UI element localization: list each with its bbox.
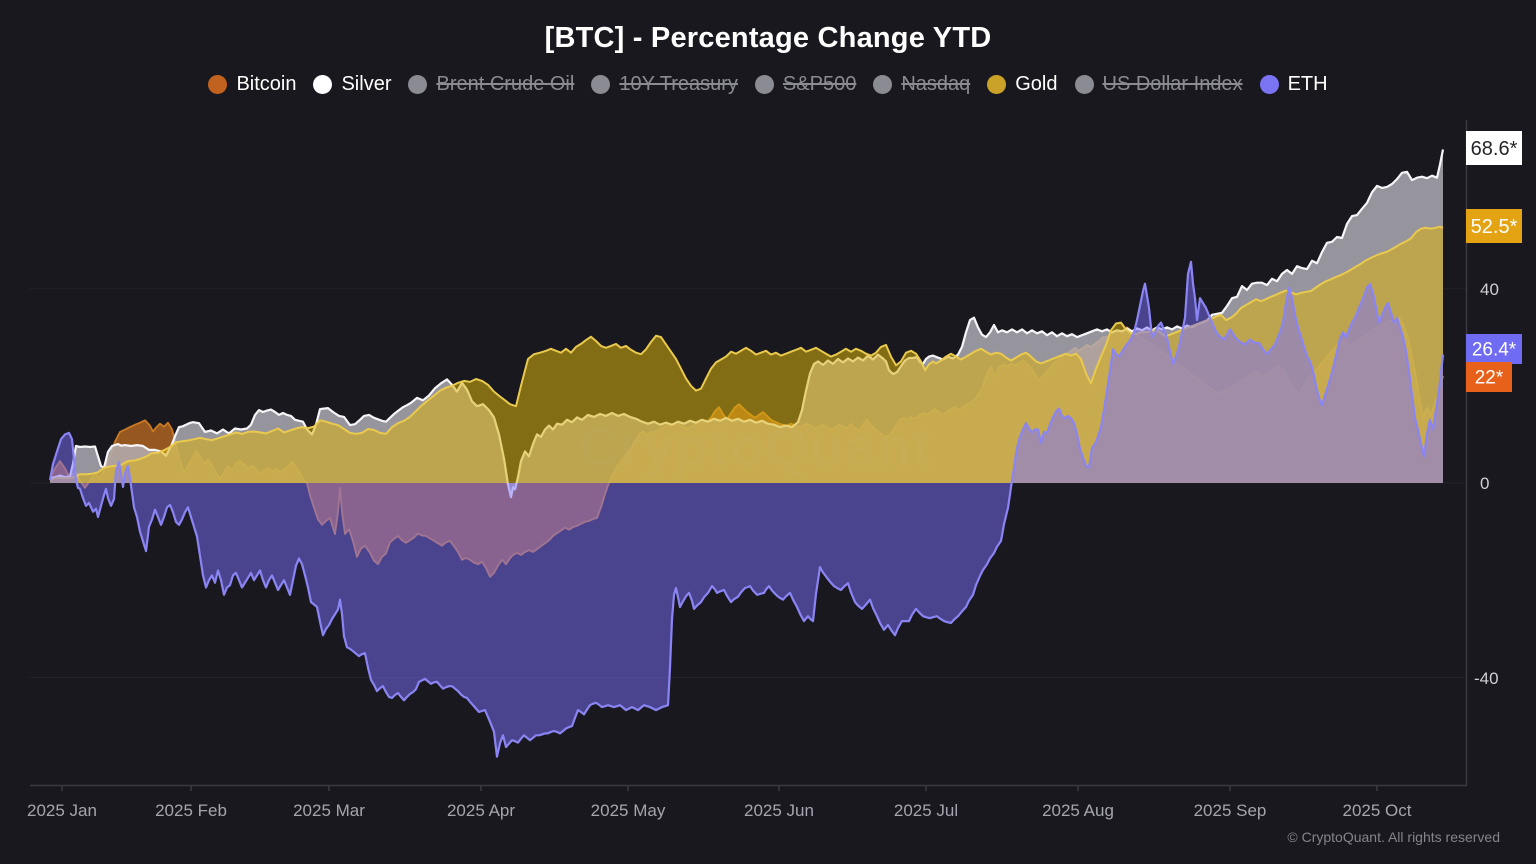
svg-text:2025 Jun: 2025 Jun bbox=[744, 801, 814, 820]
svg-text:2025 Mar: 2025 Mar bbox=[293, 801, 365, 820]
svg-text:CryptoQuant: CryptoQuant bbox=[578, 415, 931, 478]
svg-text:0: 0 bbox=[1480, 474, 1489, 493]
svg-text:22*: 22* bbox=[1475, 368, 1504, 389]
svg-text:2025 Apr: 2025 Apr bbox=[447, 801, 515, 820]
svg-text:2025 Jan: 2025 Jan bbox=[27, 801, 97, 820]
svg-text:2025 Feb: 2025 Feb bbox=[155, 801, 227, 820]
svg-text:2025 May: 2025 May bbox=[591, 801, 666, 820]
svg-text:-40: -40 bbox=[1474, 669, 1499, 688]
svg-text:26.4*: 26.4* bbox=[1472, 340, 1517, 361]
svg-text:2025 Oct: 2025 Oct bbox=[1343, 801, 1412, 820]
svg-text:52.5*: 52.5* bbox=[1471, 216, 1518, 238]
svg-text:2025 Aug: 2025 Aug bbox=[1042, 801, 1114, 820]
svg-text:68.6*: 68.6* bbox=[1471, 138, 1518, 160]
svg-text:2025 Sep: 2025 Sep bbox=[1194, 801, 1267, 820]
svg-text:2025 Jul: 2025 Jul bbox=[894, 801, 958, 820]
svg-text:40: 40 bbox=[1480, 280, 1499, 299]
